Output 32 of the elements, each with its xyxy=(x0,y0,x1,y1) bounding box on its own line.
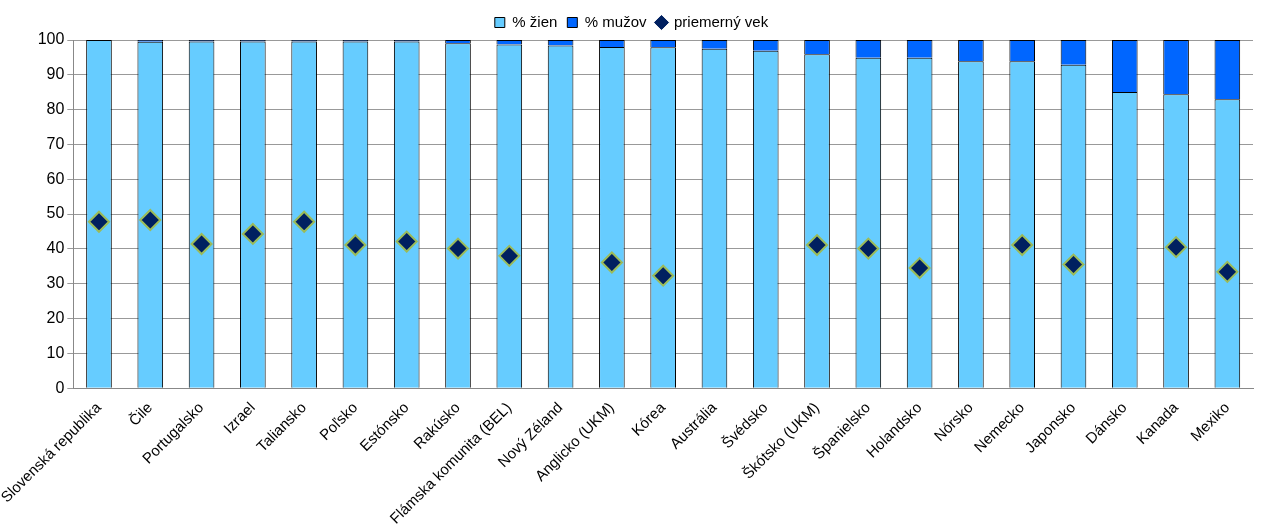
point xyxy=(652,264,675,287)
y-tick-label: 70 xyxy=(46,134,65,152)
y-tick-label: 80 xyxy=(46,100,65,118)
point xyxy=(857,237,880,260)
y-tick-label: 100 xyxy=(37,30,65,48)
y-tick-label: 90 xyxy=(46,65,65,83)
point xyxy=(1165,236,1188,259)
legend-label: % mužov xyxy=(584,12,647,30)
y-tick-label: 10 xyxy=(46,343,65,361)
point xyxy=(344,234,367,257)
point xyxy=(1216,260,1239,283)
point xyxy=(190,233,213,256)
point xyxy=(498,244,521,267)
point xyxy=(600,251,623,274)
point xyxy=(908,257,931,280)
point xyxy=(447,237,470,260)
point xyxy=(395,230,418,253)
legend-label: % žien xyxy=(512,12,558,30)
legend-label: priemerný vek xyxy=(674,12,769,30)
y-tick-label: 20 xyxy=(46,308,65,326)
point xyxy=(806,234,829,257)
y-tick-label: 0 xyxy=(55,378,65,396)
point xyxy=(1011,234,1034,257)
y-tick-label: 50 xyxy=(46,204,65,222)
point xyxy=(1062,253,1085,276)
y-tick-label: 30 xyxy=(46,274,65,292)
point xyxy=(139,209,162,231)
y-tick-label: 60 xyxy=(46,169,65,187)
point xyxy=(87,210,110,233)
point xyxy=(293,210,316,233)
y-tick-label: 40 xyxy=(46,239,65,257)
point xyxy=(241,222,264,245)
